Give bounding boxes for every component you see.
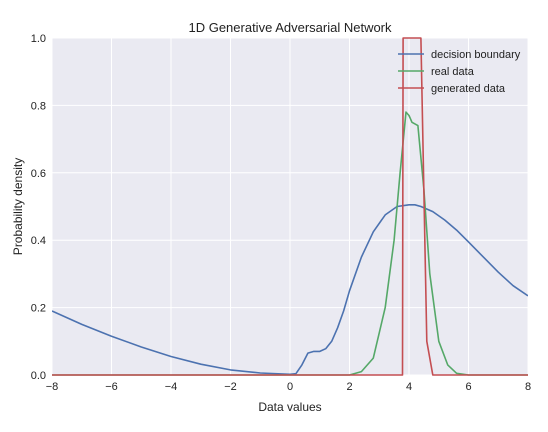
- legend-entry: decision boundary: [431, 49, 521, 61]
- x-tick-label: 4: [406, 381, 412, 393]
- x-tick-label: −6: [105, 381, 118, 393]
- y-axis-label: Probability density: [11, 158, 25, 255]
- series-group: [52, 37, 528, 376]
- x-tick-label: 8: [525, 381, 531, 393]
- y-tick-label: 0.6: [31, 168, 46, 180]
- y-tick-label: 0.2: [31, 303, 46, 315]
- x-ticks: −8 −6 −4 −2 0 2 4 6 8: [46, 381, 531, 393]
- y-tick-label: 0.8: [31, 100, 46, 112]
- x-tick-label: 6: [465, 381, 471, 393]
- series-line-0: [52, 204, 528, 376]
- y-tick-label: 1.0: [31, 33, 46, 45]
- x-tick-label: −8: [46, 381, 59, 393]
- chart-title: 1D Generative Adversarial Network: [188, 20, 392, 35]
- x-tick-label: 2: [346, 381, 352, 393]
- legend-entry: real data: [431, 66, 475, 78]
- series-line-2: [52, 37, 528, 376]
- y-tick-label: 0.4: [31, 235, 46, 247]
- x-tick-label: −2: [224, 381, 237, 393]
- x-tick-label: −4: [165, 381, 178, 393]
- legend: decision boundary real data generated data: [398, 49, 521, 95]
- y-ticks: 0.0 0.2 0.4 0.6 0.8 1.0: [31, 33, 46, 382]
- y-tick-label: 0.0: [31, 370, 46, 382]
- legend-entry: generated data: [431, 83, 506, 95]
- x-tick-label: 0: [287, 381, 293, 393]
- x-axis-label: Data values: [258, 400, 321, 414]
- series-line-1: [52, 111, 528, 376]
